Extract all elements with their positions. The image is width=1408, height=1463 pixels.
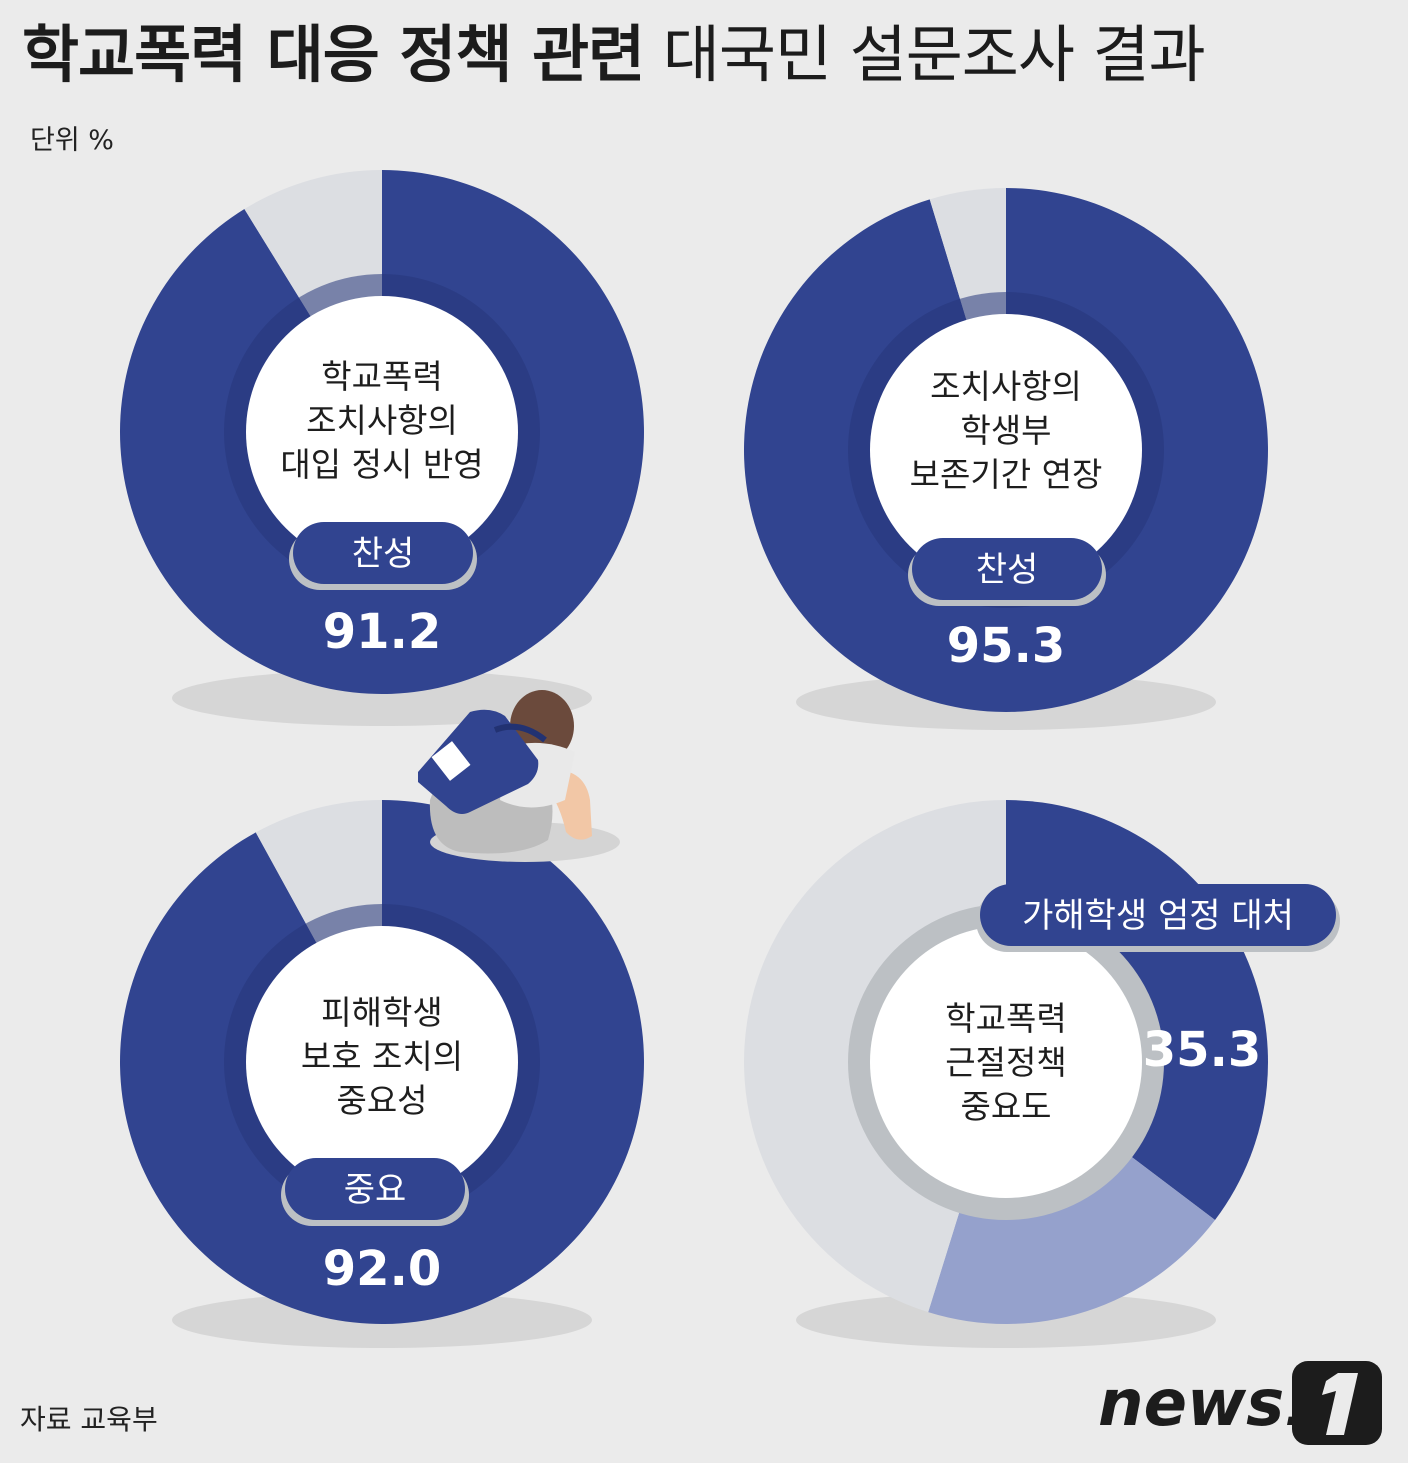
title-rest: 대국민 설문조사 결과 [662,18,1206,91]
donut-center-label: 대입 정시 반영 [280,445,483,484]
category-pill [912,538,1102,600]
donut-center-label: 중요성 [336,1081,427,1120]
source-note: 자료 교육부 [20,1403,158,1436]
category-label: 가해학생 엄정 대처 [1022,896,1294,936]
category-label: 찬성 [352,534,415,574]
donut-center-label: 중요도 [960,1087,1051,1126]
title-bold: 학교폭력 대응 정책 관련 [22,18,645,91]
category-pill [293,522,473,584]
data-label: 91.2 [323,604,441,660]
category-label: 찬성 [976,550,1039,590]
donut-center-label: 조치사항의 [306,401,458,440]
donut-hole [246,296,518,568]
donut-center-label: 조치사항의 [930,367,1082,406]
donut-center-label: 학교폭력 [945,999,1066,1038]
donut-center-label: 근절정책 [945,1043,1066,1082]
category-pill [980,884,1336,946]
donut-center-label: 피해학생 [321,993,442,1032]
donut-hole [870,926,1142,1198]
category-pill [285,1158,465,1220]
data-label: 92.0 [323,1241,441,1297]
data-label: 35.3 [1143,1022,1261,1078]
news1-logo: news1 [1098,1361,1382,1445]
news1-logo-text: news1 [1098,1367,1329,1441]
student-illustration [418,690,620,862]
category-label: 중요 [344,1170,407,1210]
donut-hole [870,314,1142,586]
donut-center-label: 학교폭력 [321,357,442,396]
unit-label: 단위 % [30,125,114,156]
donut-hole [246,926,518,1198]
donut-center-label: 학생부 [960,411,1051,450]
page-title: 학교폭력 대응 정책 관련 대국민 설문조사 결과 [22,14,1206,96]
donut-center-label: 보존기간 연장 [910,455,1103,494]
data-label: 95.3 [947,618,1065,674]
donut-center-label: 보호 조치의 [301,1037,463,1076]
